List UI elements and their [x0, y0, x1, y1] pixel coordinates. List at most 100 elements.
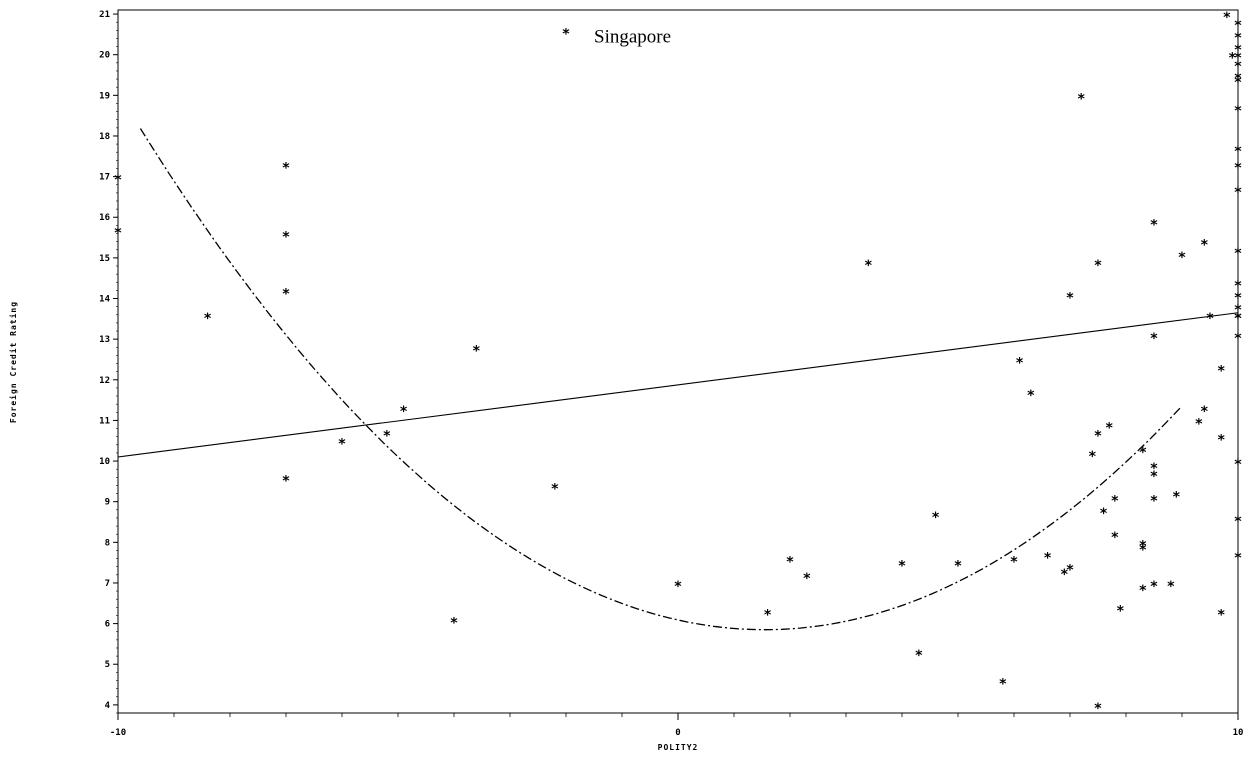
data-point: *	[1167, 579, 1175, 595]
data-point: *	[1111, 530, 1119, 546]
data-point: *	[1234, 43, 1242, 59]
data-point: *	[1234, 51, 1242, 67]
plot-frame	[117, 9, 1239, 714]
data-point: *	[383, 429, 391, 445]
data-point: *	[1150, 579, 1158, 595]
y-tick-label: 10	[99, 457, 110, 467]
data-point: *	[763, 607, 771, 623]
data-point: *	[1066, 563, 1074, 579]
data-point: *	[864, 258, 872, 274]
data-point: *	[1094, 701, 1102, 717]
data-point: *	[1077, 91, 1085, 107]
data-point: *	[1234, 551, 1242, 567]
data-point: *	[1111, 494, 1119, 510]
data-point: *	[1234, 311, 1242, 327]
x-tick-label: -10	[110, 728, 126, 738]
data-point: *	[1217, 607, 1225, 623]
data-point: *	[1223, 10, 1231, 26]
data-point: *	[1099, 506, 1107, 522]
data-point: *	[1200, 404, 1208, 420]
data-point: *	[1206, 311, 1214, 327]
data-point: *	[338, 437, 346, 453]
data-point: *	[282, 473, 290, 489]
data-point: *	[1234, 71, 1242, 87]
data-point: *	[1217, 364, 1225, 380]
data-point: *	[1015, 355, 1023, 371]
data-point: *	[450, 616, 458, 632]
data-point: *	[1139, 538, 1147, 554]
data-point: *	[1105, 420, 1113, 436]
data-point: *	[1234, 331, 1242, 347]
data-point: *	[1234, 75, 1242, 91]
data-point: *	[1234, 311, 1242, 327]
data-point: *	[114, 225, 122, 241]
data-point: *	[551, 481, 559, 497]
y-tick-label: 4	[105, 701, 111, 711]
y-tick-label: 17	[99, 173, 110, 183]
data-point: *	[203, 311, 211, 327]
data-point: *	[1150, 331, 1158, 347]
x-tick-label: 0	[675, 728, 680, 738]
data-point: *	[898, 559, 906, 575]
data-point: *	[915, 648, 923, 664]
x-tick-label: 10	[1233, 728, 1243, 738]
data-point: *	[1088, 449, 1096, 465]
y-tick-label: 18	[99, 132, 110, 142]
data-point: *	[1200, 238, 1208, 254]
data-point: *	[1150, 461, 1158, 477]
data-point: *	[1139, 542, 1147, 558]
y-tick-label: 11	[99, 416, 110, 426]
data-point: *	[1234, 160, 1242, 176]
data-point: *	[1027, 388, 1035, 404]
y-tick-label: 20	[99, 51, 110, 61]
data-point: *	[1116, 603, 1124, 619]
y-tick-label: 16	[99, 213, 110, 223]
data-point: *	[1010, 555, 1018, 571]
data-point: *	[954, 559, 962, 575]
data-point: *	[1234, 303, 1242, 319]
y-tick-label: 21	[99, 10, 110, 20]
data-point: *	[1139, 583, 1147, 599]
y-tick-label: 13	[99, 335, 110, 345]
data-point: *	[931, 510, 939, 526]
data-point: *	[1172, 490, 1180, 506]
data-point: *	[114, 173, 122, 189]
data-point: *	[1228, 51, 1236, 67]
linear-fit-line	[117, 312, 1239, 458]
data-point: *	[282, 286, 290, 302]
data-point: *	[282, 160, 290, 176]
data-point: *	[674, 579, 682, 595]
data-point: *	[1066, 290, 1074, 306]
y-tick-label: 15	[99, 254, 110, 264]
data-point: *	[1060, 567, 1068, 583]
data-point: *	[282, 229, 290, 245]
data-point: *	[399, 404, 407, 420]
data-point: *	[1150, 217, 1158, 233]
x-axis: -10 0 10	[110, 713, 1243, 738]
data-point: *	[1234, 144, 1242, 160]
singapore-annotation: Singapore	[594, 27, 671, 48]
y-tick-label: 9	[105, 498, 110, 508]
data-point: *	[472, 343, 480, 359]
data-point: *	[1217, 433, 1225, 449]
data-point: *	[1234, 246, 1242, 262]
data-point: *	[1150, 494, 1158, 510]
data-point: *	[1043, 551, 1051, 567]
data-point: *	[1150, 469, 1158, 485]
data-point: *	[803, 571, 811, 587]
y-tick-label: 8	[105, 538, 110, 548]
data-point: *	[999, 676, 1007, 692]
y-tick-label: 6	[105, 620, 110, 630]
data-point: *	[1234, 290, 1242, 306]
data-point: *	[1234, 278, 1242, 294]
y-tick-label: 7	[105, 579, 110, 589]
data-point: *	[1234, 18, 1242, 34]
y-axis: 4 5 6 7 8 9 10 11 12 13 14 15 16 17 18 19 20 21	[99, 10, 118, 714]
data-point: *	[1234, 30, 1242, 46]
data-point: *	[1195, 416, 1203, 432]
data-point: *	[562, 26, 570, 42]
data-point: *	[1178, 250, 1186, 266]
y-tick-label: 19	[99, 91, 110, 101]
data-point: *	[1234, 514, 1242, 530]
